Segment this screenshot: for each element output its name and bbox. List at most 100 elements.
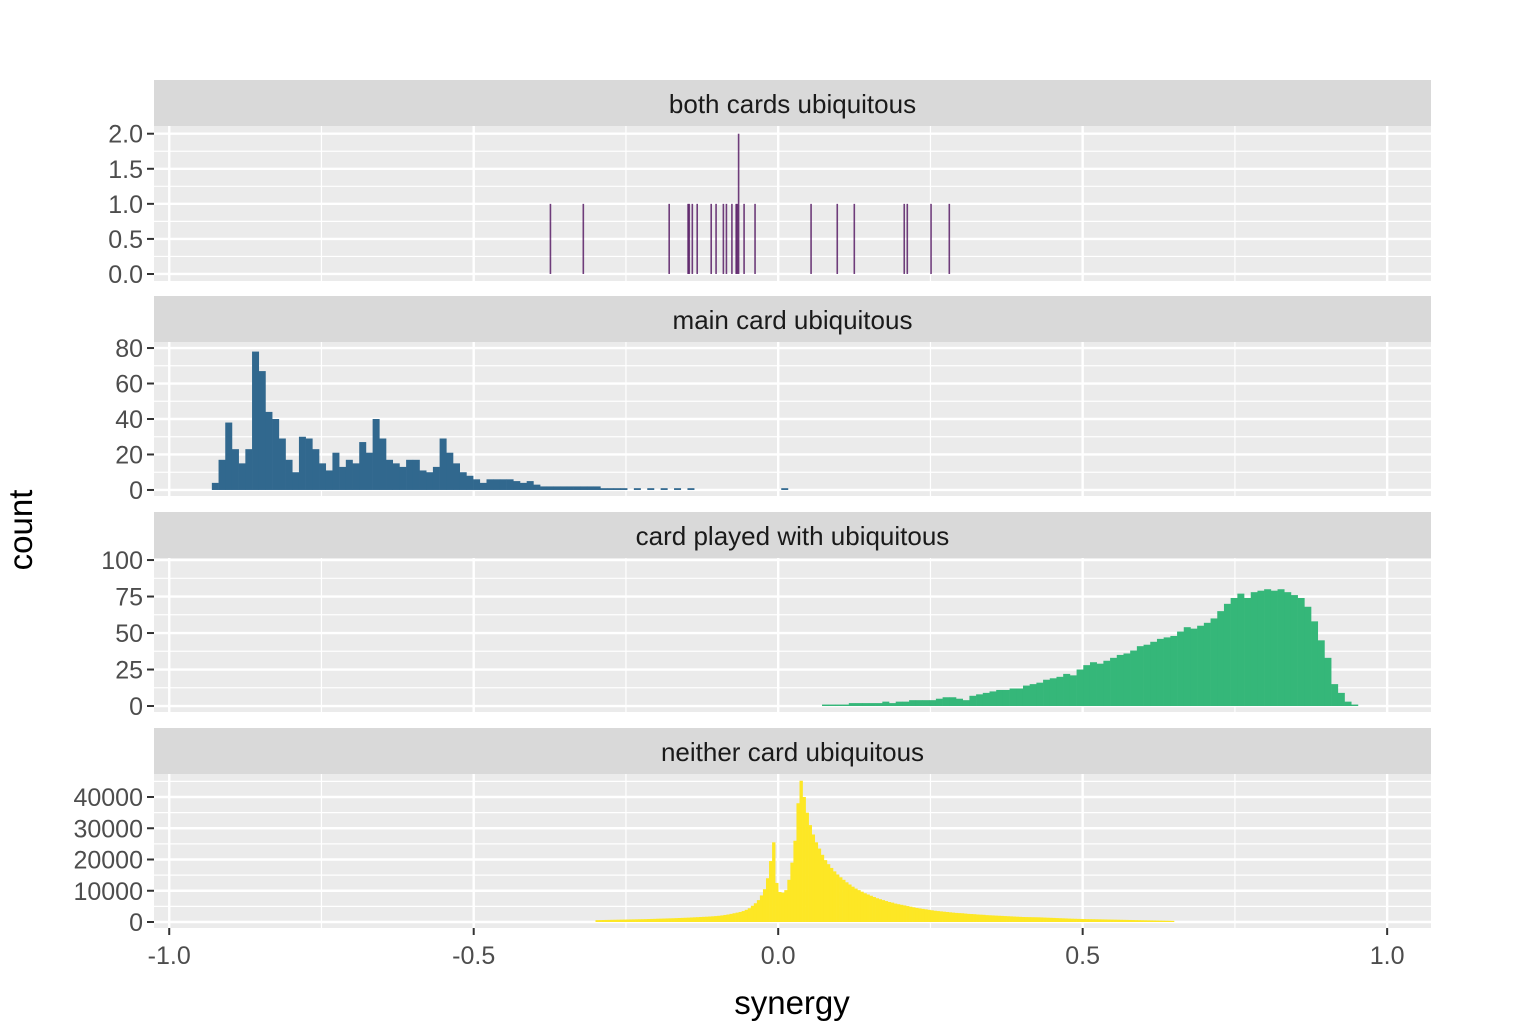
- histogram-bar: [722, 203, 725, 274]
- histogram-bar: [756, 900, 761, 922]
- histogram-bar: [1331, 684, 1339, 707]
- histogram-bar: [909, 700, 917, 707]
- histogram-bar: [638, 919, 642, 922]
- histogram-bar: [1079, 918, 1083, 922]
- histogram-bar: [899, 904, 904, 922]
- histogram-bar: [1230, 597, 1238, 707]
- histogram-bar: [743, 203, 745, 274]
- histogram-bar: [1091, 919, 1096, 922]
- histogram-bar: [805, 812, 809, 922]
- histogram-bar: [723, 914, 727, 922]
- x-axis: -1.0 -0.5 0.0 0.5 1.0: [148, 928, 1405, 970]
- histogram-bar: [1244, 597, 1252, 707]
- y-tick-label: 60: [115, 371, 143, 399]
- histogram-bar: [546, 486, 554, 490]
- histogram-bar: [292, 472, 300, 490]
- histogram-bar: [439, 438, 447, 490]
- histogram-bar: [1137, 920, 1141, 922]
- histogram-bar: [845, 882, 849, 922]
- histogram-bar: [298, 436, 306, 490]
- histogram-bar: [687, 488, 695, 490]
- y-tick-label: 75: [115, 584, 143, 612]
- histogram-bar: [868, 703, 876, 707]
- histogram-bar: [479, 482, 487, 490]
- histogram-bar: [674, 918, 679, 922]
- y-tick-label: 50: [115, 620, 143, 648]
- histogram-bar: [731, 203, 733, 274]
- histogram-bar: [930, 910, 934, 922]
- histogram-bar: [689, 917, 694, 922]
- histogram-bar: [659, 918, 663, 922]
- histogram-bar: [921, 908, 925, 922]
- histogram-bar: [499, 479, 507, 490]
- histogram-bar: [647, 488, 655, 490]
- histogram-bar: [582, 203, 585, 274]
- histogram-bar: [787, 879, 791, 922]
- histogram-bar: [211, 482, 219, 490]
- histogram-bar: [985, 915, 989, 922]
- histogram-bar: [933, 910, 937, 922]
- histogram-bar: [1006, 916, 1010, 922]
- histogram-bar: [595, 920, 599, 922]
- x-tick-label: -0.5: [452, 942, 495, 970]
- histogram-bar: [909, 906, 913, 922]
- histogram-bar: [628, 919, 633, 922]
- histogram-bar: [625, 919, 630, 922]
- histogram-bar: [641, 919, 645, 922]
- histogram-bar: [619, 919, 624, 922]
- histogram-bar: [848, 703, 856, 707]
- histogram-bar: [836, 203, 839, 274]
- histogram-bar: [459, 472, 467, 490]
- histogram-bar: [1210, 618, 1218, 707]
- y-tick-label: 0: [129, 693, 143, 721]
- histogram-bar: [778, 892, 782, 922]
- panels: both cards ubiquitous 0.0 0.5 1.0 1.5 2.0 main…: [73, 80, 1431, 937]
- histogram-bar: [604, 919, 608, 922]
- histogram-bar: [683, 917, 688, 922]
- histogram-bar: [1036, 917, 1041, 922]
- histogram-bar: [1030, 917, 1035, 922]
- histogram-bar: [951, 912, 956, 922]
- histogram-bar: [1070, 918, 1074, 922]
- y-tick-label: 80: [115, 335, 143, 363]
- histogram-bar: [620, 488, 628, 490]
- histogram-bar: [1076, 669, 1084, 707]
- histogram-bar: [741, 911, 745, 922]
- histogram-bar: [820, 854, 825, 922]
- histogram-bar: [265, 411, 273, 490]
- histogram-bar: [1170, 920, 1175, 922]
- histogram-bar: [835, 704, 843, 707]
- histogram-bar: [533, 484, 541, 490]
- histogram-bar: [699, 917, 703, 922]
- histogram-bar: [1250, 592, 1258, 707]
- histogram-bar: [705, 916, 709, 922]
- histogram-bar: [345, 459, 353, 490]
- histogram-bar: [823, 860, 828, 922]
- histogram-bar: [1033, 917, 1038, 922]
- histogram-bar: [633, 488, 641, 490]
- histogram-bar: [996, 689, 1004, 707]
- histogram-bar: [1163, 637, 1171, 707]
- histogram-bar: [1164, 920, 1169, 922]
- histogram-bar: [963, 913, 968, 922]
- histogram-bar: [466, 475, 474, 490]
- histogram-bar: [942, 697, 950, 707]
- histogram-bar: [665, 918, 669, 922]
- histogram-bar: [1119, 919, 1123, 922]
- histogram-bar: [692, 917, 697, 922]
- histogram-bar: [887, 902, 892, 922]
- histogram-bar: [1284, 592, 1292, 707]
- histogram-bar: [1094, 919, 1099, 922]
- histogram-bar: [660, 488, 668, 490]
- histogram-bar: [878, 899, 883, 922]
- facet-strip-label: both cards ubiquitous: [669, 89, 916, 119]
- histogram-bar: [1043, 679, 1051, 707]
- histogram-bar: [365, 452, 373, 490]
- histogram-bar: [956, 698, 964, 707]
- histogram-bar: [945, 912, 949, 922]
- histogram-bar: [853, 203, 856, 274]
- histogram-bar: [903, 905, 907, 922]
- histogram-bar: [1022, 685, 1030, 707]
- histogram-bar: [906, 203, 909, 274]
- histogram-bar: [1029, 684, 1037, 707]
